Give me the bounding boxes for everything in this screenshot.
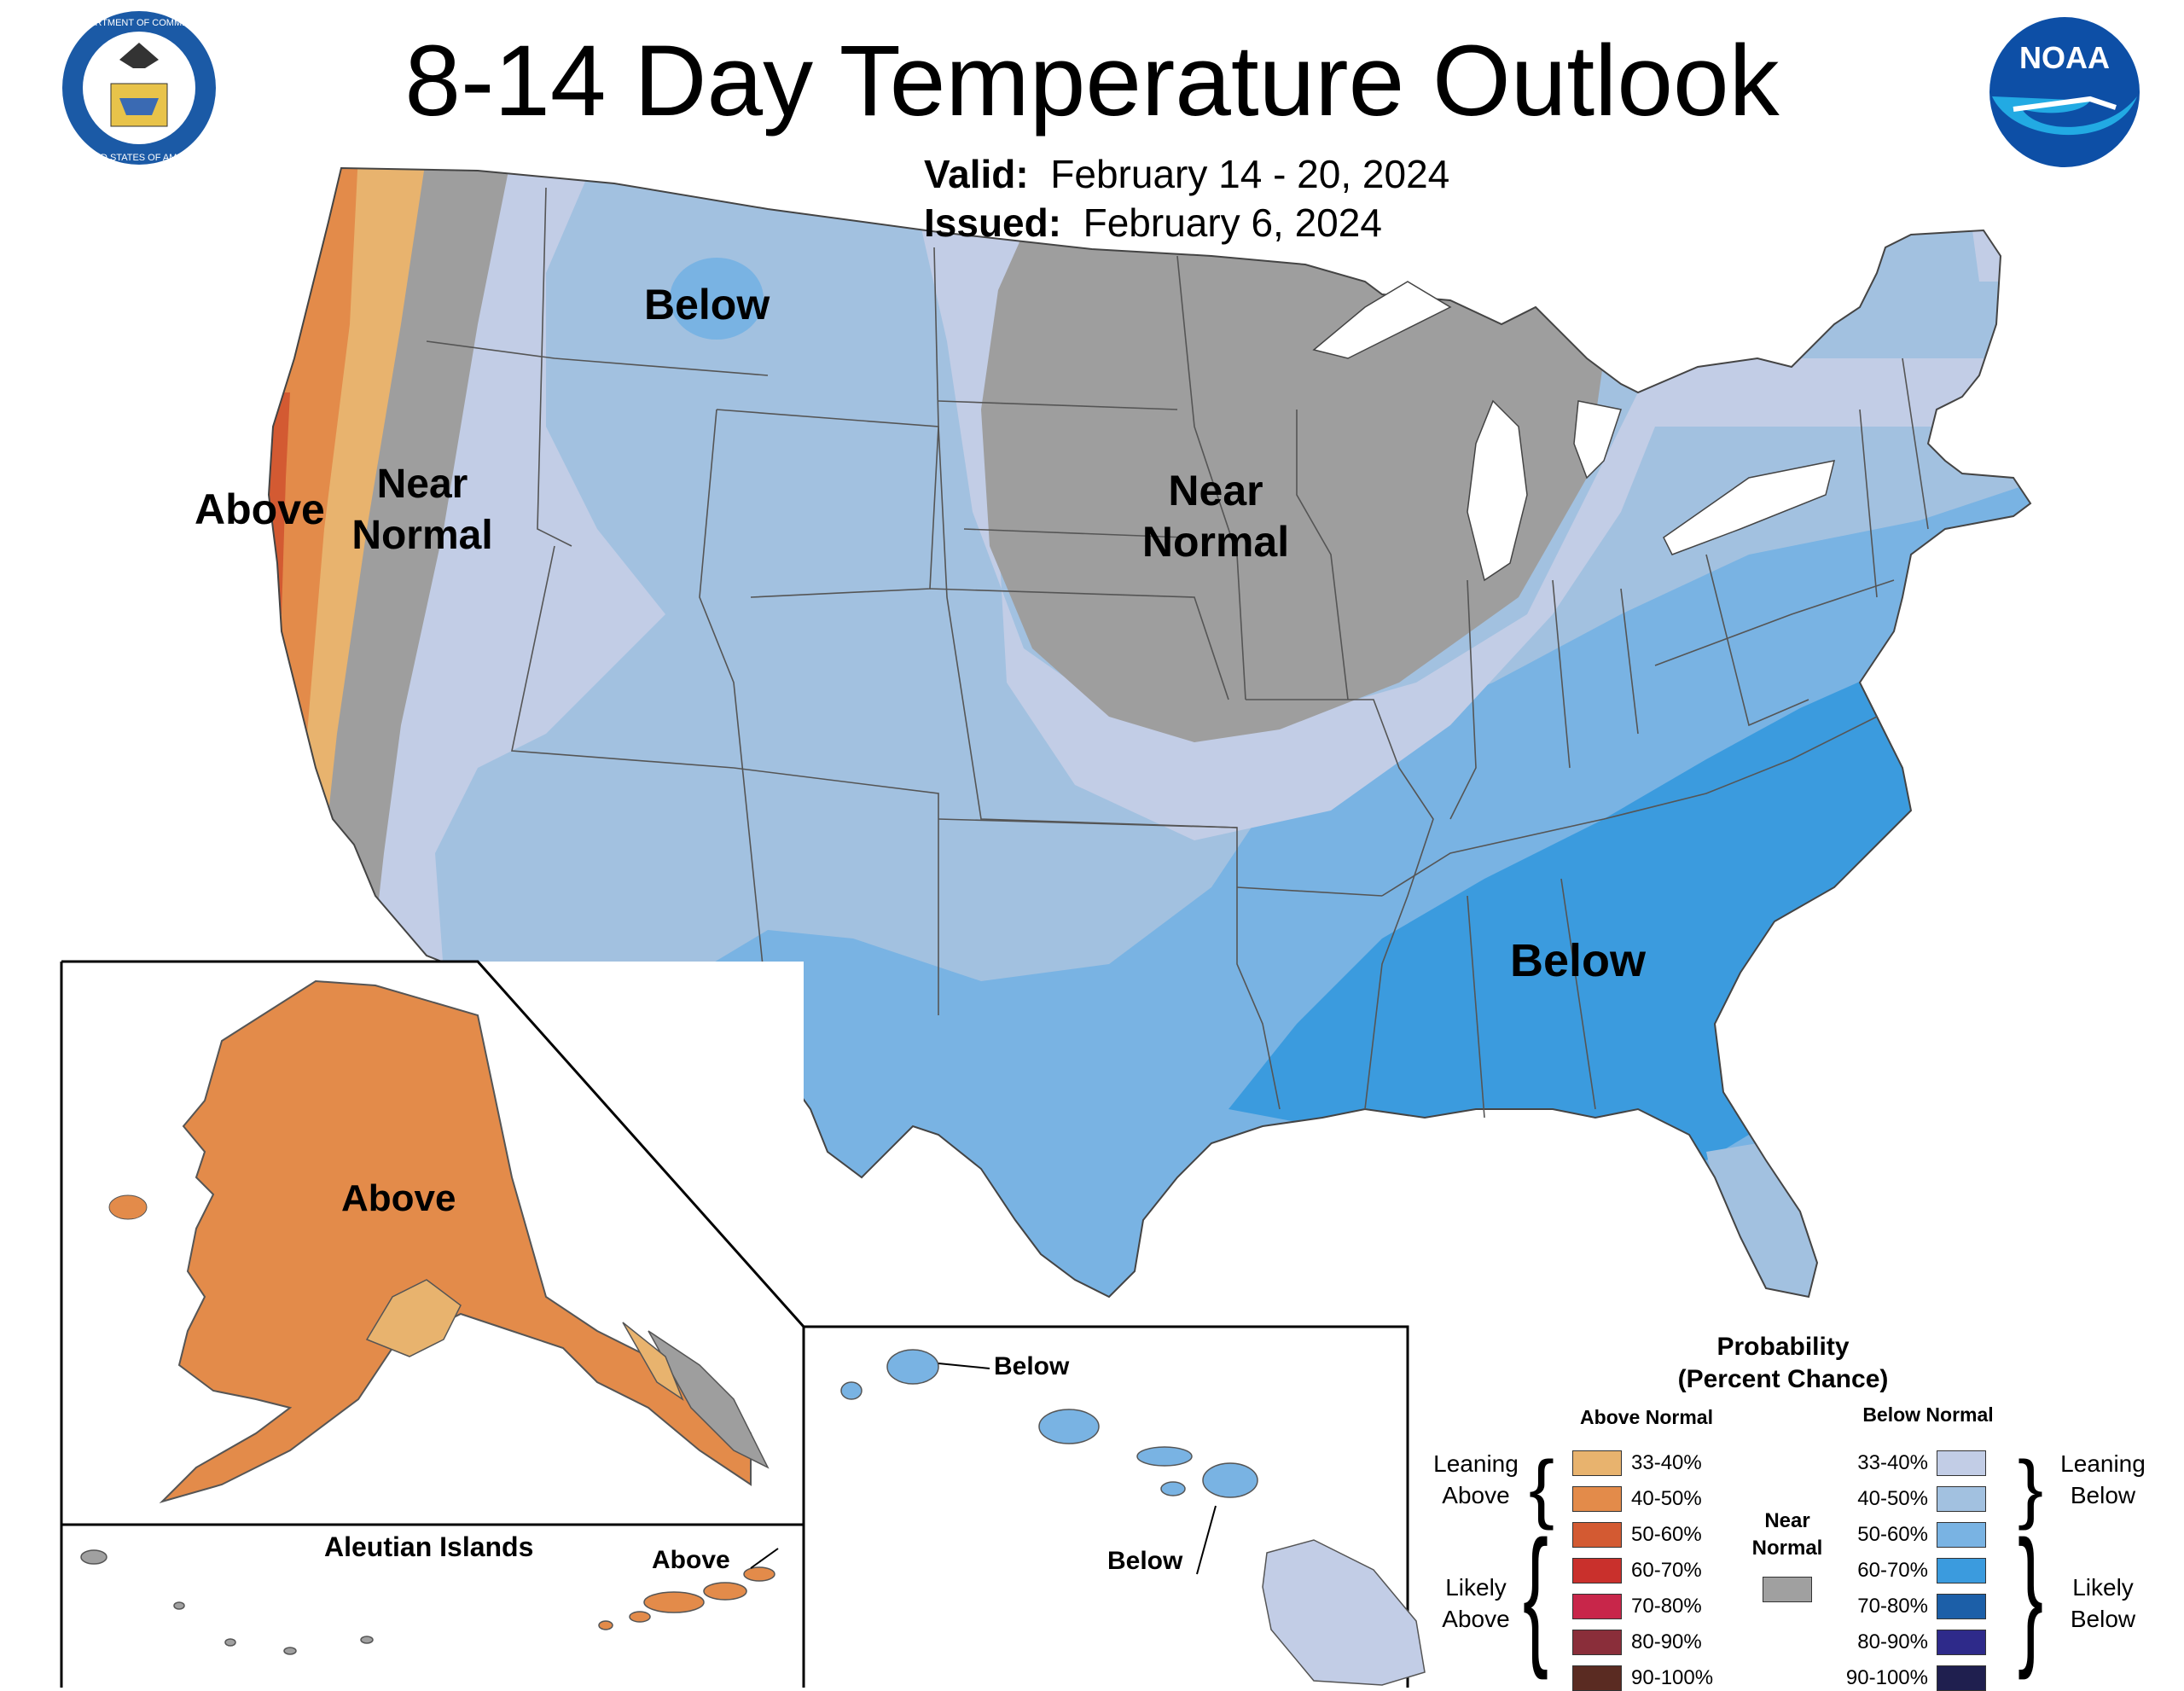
legend-below-swatch [1937, 1558, 1986, 1583]
valid-dates: Valid: February 14 - 20, 2024 [924, 150, 1449, 198]
legend-above-swatch [1572, 1630, 1622, 1655]
legend-above-swatch [1572, 1594, 1622, 1619]
legend-above-swatch [1572, 1486, 1622, 1512]
legend-below-swatch [1937, 1450, 1986, 1476]
label-near-normal-central: Near Normal [1141, 467, 1290, 566]
legend-above-label: 33-40% [1631, 1451, 1702, 1474]
label-hawaii-below-1: Below [994, 1352, 1070, 1380]
noaa-logo: NOAA [1989, 17, 2140, 167]
legend-below-label: 90-100% [1845, 1666, 1928, 1689]
label-hawaii-below-2: Below [1107, 1547, 1183, 1575]
legend-below-header: Below Normal [1862, 1403, 1994, 1426]
legend-title-1: Probability [1716, 1333, 1850, 1361]
legend-above-label: 50-60% [1631, 1523, 1702, 1546]
label-below-north: Below [644, 281, 770, 328]
issued-value: February 6, 2024 [1083, 200, 1382, 245]
legend-leaning-above: Leaning Above [1433, 1450, 1519, 1508]
legend-leaning-below: Leaning Below [2060, 1450, 2146, 1508]
legend-below-label: 80-90% [1857, 1630, 1928, 1653]
legend-above-label: 40-50% [1631, 1487, 1702, 1510]
legend-below-swatch [1937, 1522, 1986, 1548]
legend-below-label: 40-50% [1857, 1487, 1928, 1510]
valid-label: Valid: [924, 152, 1029, 196]
legend-above-swatch [1572, 1522, 1622, 1548]
legend-below-swatch [1937, 1486, 1986, 1512]
issued-label: Issued: [924, 200, 1062, 245]
brace-leaning-above: { [1529, 1446, 1555, 1531]
legend-near-normal-swatch [1763, 1577, 1812, 1602]
valid-value: February 14 - 20, 2024 [1050, 152, 1450, 196]
legend-below-label: 33-40% [1857, 1451, 1928, 1474]
noaa-logo-text: NOAA [2019, 40, 2110, 75]
department-of-commerce-seal: DEPARTMENT OF COMMERCE UNITED STATES OF … [62, 11, 216, 165]
doc-ring-bottom: UNITED STATES OF AMERICA [73, 153, 206, 163]
map-title: 8-14 Day Temperature Outlook [404, 25, 1780, 137]
issued-date: Issued: February 6, 2024 [924, 199, 1382, 247]
legend-below-swatch [1937, 1594, 1986, 1619]
brace-likely-below: } [2018, 1509, 2044, 1681]
legend-above-swatch [1572, 1665, 1622, 1691]
legend-above-label: 90-100% [1631, 1666, 1714, 1689]
legend-above-header: Above Normal [1580, 1406, 1713, 1428]
legend-above-swatch [1572, 1558, 1622, 1583]
label-near-normal-west: Near Normal [351, 462, 493, 558]
legend-above-label: 60-70% [1631, 1559, 1702, 1582]
legend-near-normal: Near Normal [1751, 1509, 1823, 1560]
legend-above-label: 70-80% [1631, 1595, 1702, 1618]
legend-above-label: 80-90% [1631, 1630, 1702, 1653]
legend-below-label: 70-80% [1857, 1595, 1928, 1618]
label-aleutian-title: Aleutian Islands [324, 1531, 534, 1562]
legend-likely-below: Likely Below [2070, 1574, 2136, 1632]
legend-below-swatch [1937, 1630, 1986, 1655]
legend-below-label: 60-70% [1857, 1559, 1928, 1582]
legend-above-swatch [1572, 1450, 1622, 1476]
label-aleutian-above: Above [652, 1546, 730, 1574]
label-alaska-above: Above [341, 1177, 456, 1219]
brace-leaning-below: } [2018, 1446, 2044, 1531]
doc-ring-top: DEPARTMENT OF COMMERCE [70, 18, 207, 28]
legend-title-2: (Percent Chance) [1677, 1365, 1889, 1393]
label-below-southeast: Below [1510, 935, 1647, 986]
brace-likely-above: { [1523, 1509, 1549, 1681]
legend-below-label: 50-60% [1857, 1523, 1928, 1546]
legend-likely-above: Likely Above [1442, 1574, 1510, 1632]
label-above-west: Above [195, 485, 325, 533]
